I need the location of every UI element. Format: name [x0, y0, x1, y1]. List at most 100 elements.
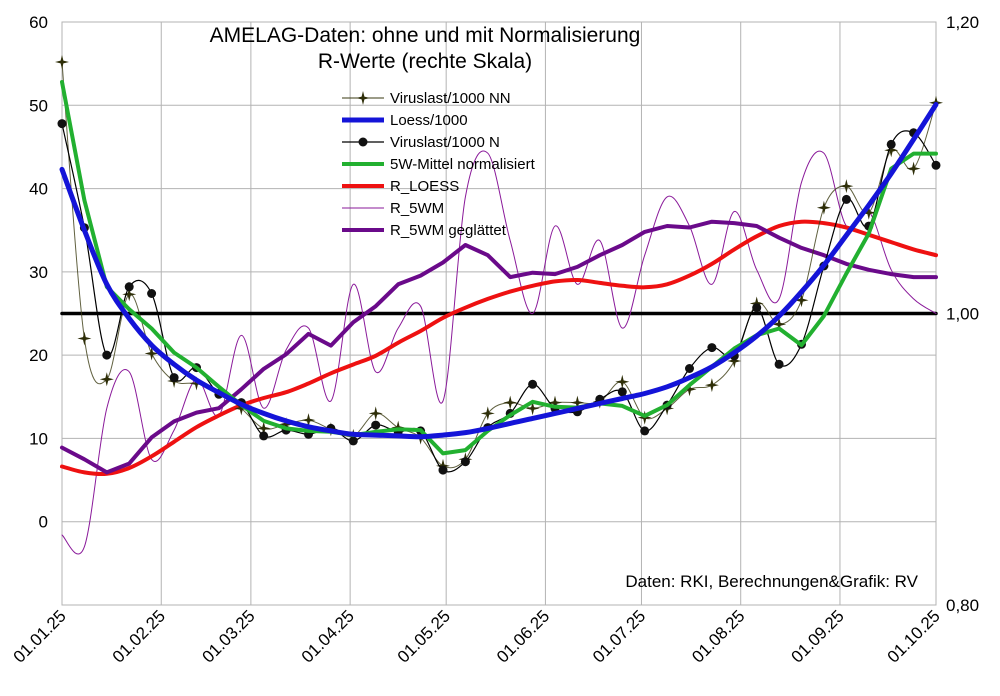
data-point — [528, 379, 538, 389]
series-r-loess — [60, 219, 938, 477]
data-point — [147, 289, 157, 298]
axes: 0 10 20 30 40 50 60 0,80 1,00 1,20 01.01.25 01.02.2… — [10, 13, 980, 667]
data-point — [438, 465, 448, 475]
x-tick-label: 01.06.25 — [493, 606, 553, 666]
legend-item: Viruslast/1000 NN — [342, 90, 511, 107]
credit-text: Daten: RKI, Berechnungen&Grafik: RV — [625, 572, 918, 591]
x-tick-label: 01.05.25 — [394, 606, 454, 666]
data-point-star — [122, 287, 137, 302]
legend-label: R_5WM — [390, 200, 444, 217]
data-point — [685, 364, 694, 373]
series-line-loess-1000 — [59, 102, 939, 440]
data-point — [707, 343, 717, 353]
data-point — [169, 373, 179, 383]
legend-label: R_5WM geglättet — [390, 222, 507, 239]
y-left-tick-label: 30 — [29, 263, 48, 282]
data-point — [752, 303, 762, 313]
x-tick-label: 01.03.25 — [198, 606, 258, 666]
data-point — [640, 426, 650, 436]
series-line-r-5wm — [61, 150, 937, 555]
series-loess-1000 — [59, 102, 939, 440]
data-point-star — [55, 55, 69, 69]
legend-item: Loess/1000 — [342, 112, 468, 129]
x-tick-label: 01.02.25 — [109, 606, 169, 666]
data-point-star — [368, 406, 383, 421]
legend-item: R_5WM geglättet — [342, 222, 507, 239]
y-left-tick-label: 0 — [39, 513, 48, 532]
series-line-5w-mittel-normalisiert — [60, 80, 938, 456]
x-tick-label: 01.08.25 — [688, 606, 748, 666]
legend-label: 5W-Mittel normalisiert — [390, 156, 536, 173]
legend-label: R_LOESS — [390, 178, 459, 195]
x-tick-label: 01.04.25 — [298, 606, 358, 666]
legend-item: Viruslast/1000 N — [342, 134, 500, 151]
y-left-tick-label: 20 — [29, 346, 48, 365]
data-point-star — [234, 401, 249, 416]
x-tick-label: 01.10.25 — [884, 606, 944, 666]
data-point — [102, 350, 112, 360]
x-tick-label: 01.01.25 — [10, 606, 70, 666]
series-r-5wm-gegl-ttet — [60, 219, 938, 475]
data-point — [124, 282, 134, 292]
x-tick-label: 01.07.25 — [589, 606, 649, 666]
y-left-tick-label: 50 — [29, 96, 48, 115]
data-point-star — [189, 376, 204, 391]
data-point — [774, 359, 784, 369]
data-point-star — [861, 205, 876, 220]
legend-label: Viruslast/1000 N — [390, 134, 500, 151]
legend-label: Viruslast/1000 NN — [390, 90, 511, 107]
data-point-star — [99, 372, 114, 387]
data-point-star — [570, 395, 585, 410]
data-point — [886, 139, 896, 149]
y-left-tick-label: 40 — [29, 180, 48, 199]
data-point-star — [548, 395, 562, 410]
chart-title: AMELAG-Daten: ohne und mit Normalisierun… — [210, 24, 641, 47]
series-line-r-5wm-gegl-ttet — [60, 219, 938, 475]
series-line-r-loess — [60, 219, 938, 477]
data-point-star — [279, 417, 294, 432]
legend-item: 5W-Mittel normalisiert — [342, 156, 536, 173]
legend: Viruslast/1000 NN Loess/1000 Viruslast/100… — [342, 90, 536, 239]
legend-marker — [356, 91, 370, 105]
data-point-star — [503, 395, 518, 410]
series-5w-mittel-normalisiert — [60, 80, 938, 456]
y-right-tick-label: 1,20 — [946, 13, 979, 32]
y-left-tick-label: 10 — [29, 429, 48, 448]
data-point-star — [480, 406, 495, 421]
data-point — [57, 119, 67, 129]
data-point-star — [301, 413, 316, 428]
data-point-star — [77, 331, 92, 346]
legend-item: R_LOESS — [342, 178, 459, 195]
legend-item: R_5WM — [342, 200, 444, 217]
data-point-star — [525, 401, 540, 416]
data-point-star — [906, 161, 921, 176]
y-right-tick-label: 1,00 — [946, 305, 979, 324]
data-point-star — [884, 143, 899, 158]
data-point-star — [704, 378, 719, 393]
y-right-tick-label: 0,80 — [946, 596, 979, 615]
data-point-star — [144, 346, 159, 361]
data-point-star — [615, 374, 630, 389]
data-point — [841, 194, 851, 204]
series-layer — [55, 55, 943, 555]
data-point — [348, 436, 358, 446]
legend-label: Loess/1000 — [390, 112, 468, 129]
data-point — [460, 457, 470, 467]
data-point-star — [772, 317, 787, 332]
data-point-star — [727, 354, 742, 368]
series-r-5wm — [61, 150, 937, 555]
series-line-viruslast-1000-n — [61, 123, 937, 473]
data-point — [259, 431, 269, 441]
data-point-star — [682, 382, 697, 397]
x-tick-label: 01.09.25 — [788, 606, 848, 666]
data-point-star — [256, 421, 271, 436]
data-point — [371, 420, 381, 430]
y-left-tick-label: 60 — [29, 13, 48, 32]
data-point-star — [794, 293, 809, 308]
legend-marker — [358, 137, 368, 147]
data-point-star — [839, 179, 854, 194]
chart-subtitle: R-Werte (rechte Skala) — [318, 50, 532, 73]
data-point — [931, 160, 941, 170]
